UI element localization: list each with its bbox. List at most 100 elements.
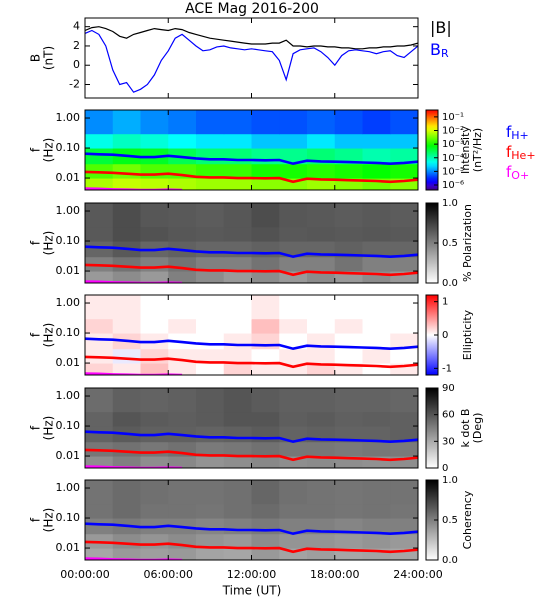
spectrogram-cell	[223, 456, 252, 468]
spectrogram-cell	[362, 203, 391, 228]
spectrogram-cell	[223, 388, 252, 413]
spectrogram-cell	[362, 241, 391, 258]
spectrogram-cell	[196, 548, 225, 560]
spectrogram-cell	[390, 348, 418, 364]
spectrogram-cell	[85, 148, 114, 165]
x-tick-label: 00:00:00	[60, 568, 109, 581]
y-tick-label: 0.01	[56, 356, 81, 369]
spectrogram-cell	[334, 110, 363, 135]
spectrogram-cell	[362, 456, 391, 468]
spectrogram-cell	[390, 295, 418, 320]
spectrogram-cell	[362, 480, 391, 505]
spectrogram-cell	[251, 226, 280, 242]
spectrogram-cell	[307, 163, 336, 179]
legend-name: f	[506, 163, 512, 181]
spectrogram-cell	[362, 363, 391, 375]
y-axis-label: B	[29, 54, 43, 62]
y-axis-label: (Hz)	[42, 416, 56, 441]
spectrogram-cell	[390, 333, 418, 350]
spectrogram-cell	[85, 178, 114, 190]
spectrogram-cell	[362, 503, 391, 519]
y-tick-label: 1.00	[56, 111, 81, 124]
spectrogram-cell	[196, 456, 225, 468]
spectrogram-cell	[85, 456, 114, 468]
spectrogram-cell	[279, 548, 308, 560]
spectrogram-cell	[112, 133, 141, 149]
legend-entry: fH+	[506, 123, 529, 143]
y-tick-label: 0.01	[56, 171, 81, 184]
spectrogram-cell	[362, 441, 391, 457]
y-axis-label: (Hz)	[42, 323, 56, 348]
y-tick-label: 0.10	[56, 326, 81, 339]
spectrogram-cell	[307, 110, 336, 135]
spectrogram-cell	[362, 426, 391, 443]
spectrogram-cell	[390, 426, 418, 443]
colorbar-tick-label: 90	[442, 383, 455, 394]
plot-area	[85, 480, 418, 560]
legend-entry: |B|	[430, 18, 452, 37]
spectrogram-cell	[196, 333, 225, 350]
spectrogram-cell	[168, 226, 197, 242]
spectrogram-cell	[251, 503, 280, 519]
y-tick-label: 0.10	[56, 141, 81, 154]
spectrogram-cell	[140, 480, 169, 505]
spectrogram-cell	[251, 333, 280, 350]
spectrogram-cell	[362, 110, 391, 135]
y-tick-label: 2	[73, 39, 80, 52]
spectrogram-cell	[334, 348, 363, 364]
spectrogram-cell	[390, 133, 418, 149]
spectrogram-cell	[390, 548, 418, 560]
spectrogram-cell	[251, 426, 280, 443]
spectrogram-cell	[140, 203, 169, 228]
spectrogram-cell	[279, 241, 308, 258]
spectrogram-cell	[390, 256, 418, 272]
spectrogram-cell	[307, 456, 336, 468]
spectrogram-cell	[196, 110, 225, 135]
spectrogram-cell	[362, 548, 391, 560]
spectrogram-cell	[85, 333, 114, 350]
chart-title: ACE Mag 2016-200	[185, 1, 319, 17]
legend-subscript: He+	[511, 149, 535, 162]
y-tick-label: 1.00	[56, 204, 81, 217]
spectrogram-cell	[196, 271, 225, 283]
spectrogram-cell	[362, 411, 391, 427]
legend-name: B	[430, 40, 441, 59]
colorbar-label: Intensity	[459, 126, 472, 174]
colorbar-tick-label: 60	[442, 410, 455, 421]
spectrogram-cell	[85, 226, 114, 242]
colorbar-tick-label: 0.0	[442, 555, 458, 566]
spectrogram-cell	[307, 548, 336, 560]
spectrogram-cell	[279, 503, 308, 519]
spectrogram-cell	[140, 271, 169, 283]
spectrogram-cell	[362, 333, 391, 350]
spectrogram-cell	[362, 226, 391, 242]
spectrogram-cell	[390, 388, 418, 413]
y-axis-label: f	[29, 240, 43, 245]
spectrogram-cell	[140, 318, 169, 334]
spectrogram-cell	[168, 411, 197, 427]
spectrogram-cell	[279, 348, 308, 364]
spectrogram-cell	[168, 503, 197, 519]
spectrogram-cell	[334, 548, 363, 560]
spectrogram-cell	[168, 133, 197, 149]
panel-frame	[84, 17, 419, 99]
spectrogram-cell	[140, 456, 169, 468]
spectrogram-cell	[390, 163, 418, 179]
spectrogram-cell	[223, 271, 252, 283]
legend-name: f	[506, 143, 512, 161]
plot-area	[85, 110, 418, 190]
spectrogram-cell	[196, 533, 225, 549]
spectrogram-cell	[112, 163, 141, 179]
colorbar-tick-label: 10⁻³	[442, 139, 464, 150]
spectrogram-cell	[307, 480, 336, 505]
legend-name: f	[506, 123, 512, 141]
line	[85, 522, 418, 536]
spectrogram-cell	[279, 333, 308, 350]
spectrogram-cell	[223, 148, 252, 165]
colorbar-label: Coherency	[461, 490, 474, 549]
spectrogram-cell	[140, 133, 169, 149]
spectrogram-cell	[112, 348, 141, 364]
spectrogram-cell	[140, 503, 169, 519]
spectrogram-cell	[279, 363, 308, 375]
spectrogram-cell	[251, 203, 280, 228]
